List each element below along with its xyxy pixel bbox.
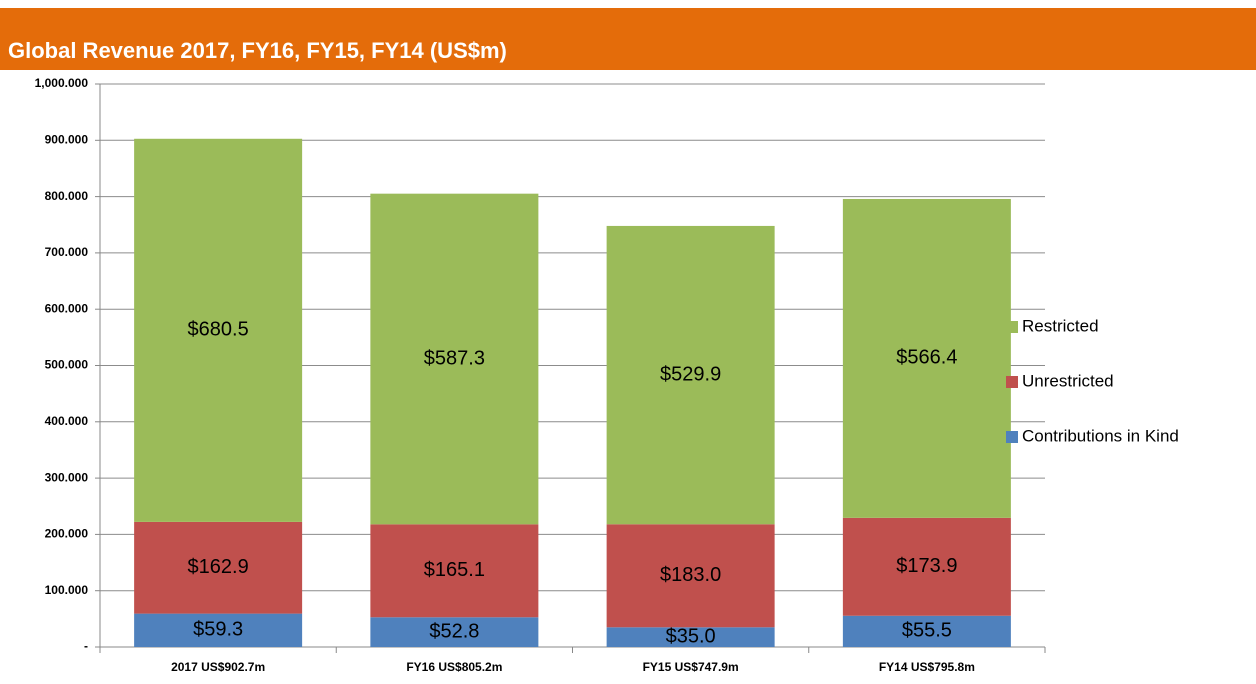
value-label: $566.4 [896, 347, 957, 369]
chart-title: Global Revenue 2017, FY16, FY15, FY14 (U… [8, 38, 507, 63]
bar-segment [370, 617, 539, 647]
bar-segment [370, 193, 539, 525]
value-label: $173.9 [896, 555, 957, 577]
y-tick-label: 200.000 [45, 527, 89, 541]
bar-segment [606, 627, 775, 647]
bar-segment [134, 613, 303, 647]
legend-label: Contributions in Kind [1022, 426, 1179, 445]
value-label: $55.5 [902, 620, 952, 642]
y-tick-label: 300.000 [45, 470, 89, 484]
bar-segment [134, 138, 303, 522]
legend-swatch [1006, 376, 1018, 388]
bar-segment [606, 225, 775, 525]
value-label: $59.3 [193, 619, 243, 641]
x-tick-label: FY16 US$805.2m [406, 660, 502, 674]
legend-label: Restricted [1022, 316, 1099, 335]
value-label: $183.0 [660, 564, 721, 586]
y-tick-label: 500.000 [45, 358, 89, 372]
x-tick-label: FY14 US$795.8m [879, 660, 975, 674]
legend-swatch [1006, 321, 1018, 333]
value-label: $587.3 [424, 347, 485, 369]
y-tick-label: 400.000 [45, 414, 89, 428]
y-tick-label: 800.000 [45, 189, 89, 203]
bar-segment [606, 524, 775, 628]
value-label: $165.1 [424, 559, 485, 581]
legend-label: Unrestricted [1022, 371, 1114, 390]
legend-swatch [1006, 431, 1018, 443]
y-tick-label: 700.000 [45, 245, 89, 259]
x-tick-label: FY15 US$747.9m [643, 660, 739, 674]
bar-segment [842, 517, 1011, 616]
x-tick-label: 2017 US$902.7m [171, 660, 265, 674]
y-tick-label: 900.000 [45, 132, 89, 146]
y-tick-label: 1,000.000 [35, 76, 89, 90]
y-tick-label: - [84, 639, 88, 653]
value-label: $35.0 [666, 625, 716, 647]
value-label: $52.8 [429, 620, 479, 642]
y-tick-label: 100.000 [45, 583, 89, 597]
bar-segment [370, 524, 539, 618]
bar-segment [842, 615, 1011, 647]
bar-segment [134, 521, 303, 614]
value-label: $680.5 [188, 319, 249, 341]
header-band [0, 8, 1256, 70]
y-tick-label: 600.000 [45, 301, 89, 315]
value-label: $529.9 [660, 363, 721, 385]
value-label: $162.9 [188, 556, 249, 578]
bar-segment [842, 198, 1011, 518]
